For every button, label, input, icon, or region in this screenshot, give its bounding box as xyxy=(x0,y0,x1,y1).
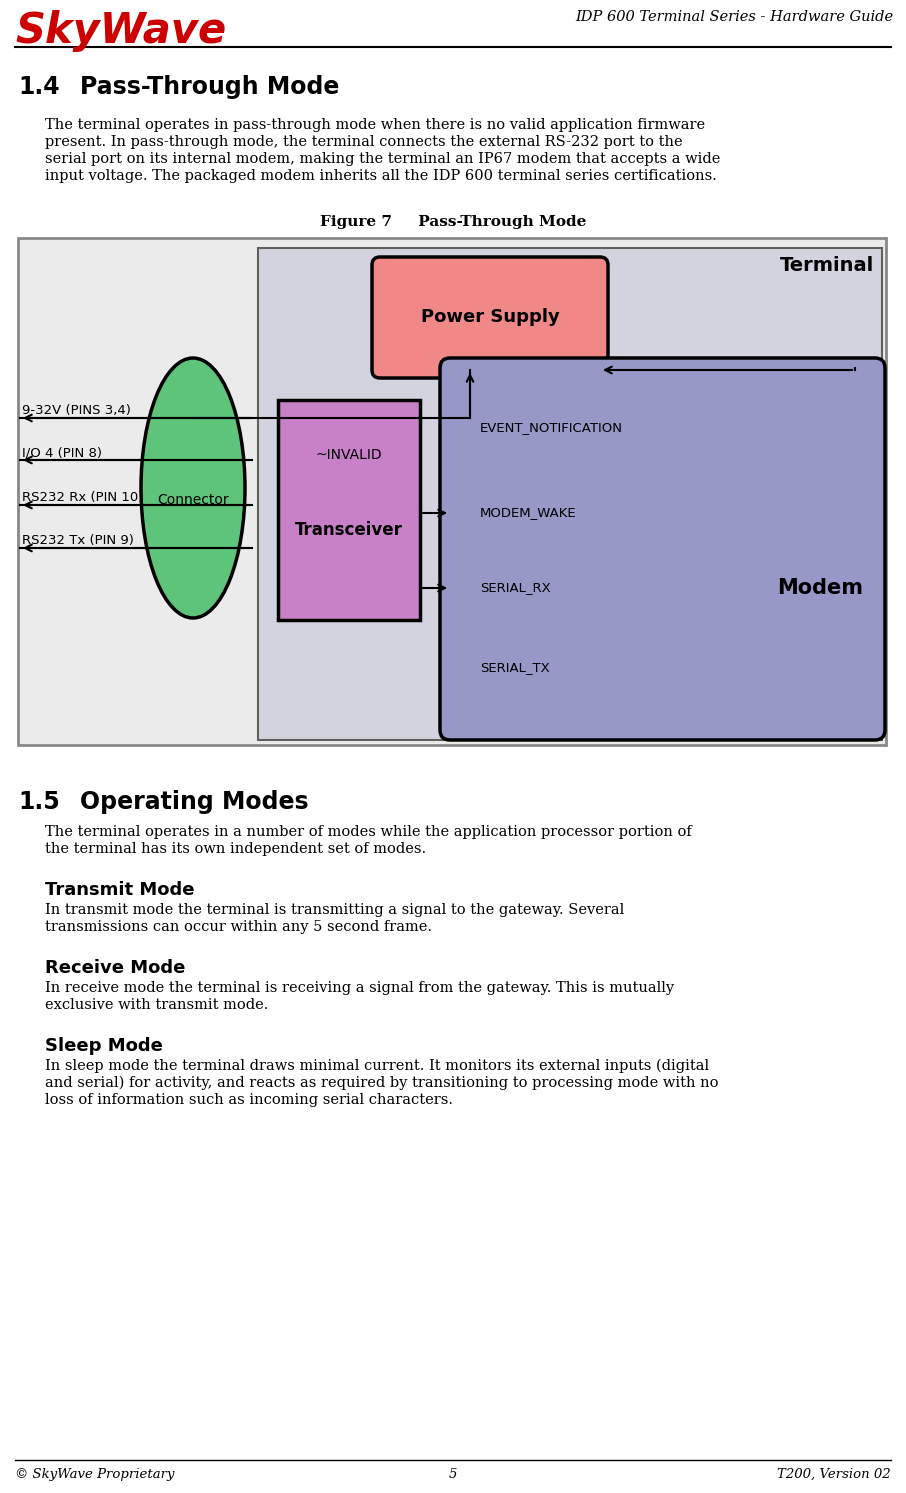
Text: In sleep mode the terminal draws minimal current. It monitors its external input: In sleep mode the terminal draws minimal… xyxy=(45,1059,709,1073)
Text: Receive Mode: Receive Mode xyxy=(45,959,186,976)
Text: input voltage. The packaged modem inherits all the IDP 600 terminal series certi: input voltage. The packaged modem inheri… xyxy=(45,169,717,184)
Text: Power Supply: Power Supply xyxy=(420,309,559,327)
Text: EVENT_NOTIFICATION: EVENT_NOTIFICATION xyxy=(480,421,623,434)
Text: serial port on its internal modem, making the terminal an IP67 modem that accept: serial port on its internal modem, makin… xyxy=(45,152,720,166)
Text: the terminal has its own independent set of modes.: the terminal has its own independent set… xyxy=(45,842,426,855)
Text: 5: 5 xyxy=(448,1468,458,1481)
Text: Operating Modes: Operating Modes xyxy=(80,790,309,814)
Text: present. In pass-through mode, the terminal connects the external RS-232 port to: present. In pass-through mode, the termi… xyxy=(45,134,682,149)
FancyBboxPatch shape xyxy=(258,248,882,741)
Text: 1.4: 1.4 xyxy=(18,75,60,99)
FancyBboxPatch shape xyxy=(18,237,886,745)
Ellipse shape xyxy=(141,358,245,618)
Text: 1.5: 1.5 xyxy=(18,790,60,814)
Text: The terminal operates in a number of modes while the application processor porti: The terminal operates in a number of mod… xyxy=(45,826,692,839)
Text: In receive mode the terminal is receiving a signal from the gateway. This is mut: In receive mode the terminal is receivin… xyxy=(45,981,674,994)
FancyBboxPatch shape xyxy=(440,358,885,741)
Text: T200, Version 02: T200, Version 02 xyxy=(777,1468,891,1481)
Text: and serial) for activity, and reacts as required by transitioning to processing : and serial) for activity, and reacts as … xyxy=(45,1076,718,1090)
Text: Figure 7     Pass-Through Mode: Figure 7 Pass-Through Mode xyxy=(320,215,586,228)
Text: 9-32V (PINS 3,4): 9-32V (PINS 3,4) xyxy=(22,405,130,417)
Text: loss of information such as incoming serial characters.: loss of information such as incoming ser… xyxy=(45,1093,453,1106)
Text: Transceiver: Transceiver xyxy=(295,521,403,539)
Text: SkyWave: SkyWave xyxy=(15,10,226,52)
Text: Connector: Connector xyxy=(157,493,229,508)
Text: Modem: Modem xyxy=(777,578,863,599)
Text: Sleep Mode: Sleep Mode xyxy=(45,1038,163,1056)
Text: I/O 4 (PIN 8): I/O 4 (PIN 8) xyxy=(22,446,102,458)
FancyBboxPatch shape xyxy=(278,400,420,620)
Text: SERIAL_TX: SERIAL_TX xyxy=(480,661,550,675)
Text: transmissions can occur within any 5 second frame.: transmissions can occur within any 5 sec… xyxy=(45,920,432,935)
Text: In transmit mode the terminal is transmitting a signal to the gateway. Several: In transmit mode the terminal is transmi… xyxy=(45,903,624,917)
Text: Pass-Through Mode: Pass-Through Mode xyxy=(80,75,340,99)
Text: Transmit Mode: Transmit Mode xyxy=(45,881,195,899)
Text: RS232 Rx (PIN 10): RS232 Rx (PIN 10) xyxy=(22,491,143,505)
Text: RS232 Tx (PIN 9): RS232 Tx (PIN 9) xyxy=(22,534,134,546)
Text: © SkyWave Proprietary: © SkyWave Proprietary xyxy=(15,1468,175,1481)
Text: Terminal: Terminal xyxy=(780,255,874,275)
FancyBboxPatch shape xyxy=(372,257,608,378)
Text: MODEM_WAKE: MODEM_WAKE xyxy=(480,506,576,520)
Text: IDP 600 Terminal Series - Hardware Guide: IDP 600 Terminal Series - Hardware Guide xyxy=(575,10,893,24)
Text: exclusive with transmit mode.: exclusive with transmit mode. xyxy=(45,997,268,1012)
Text: ~INVALID: ~INVALID xyxy=(315,448,382,461)
Text: SERIAL_RX: SERIAL_RX xyxy=(480,581,551,594)
Text: The terminal operates in pass-through mode when there is no valid application fi: The terminal operates in pass-through mo… xyxy=(45,118,705,131)
